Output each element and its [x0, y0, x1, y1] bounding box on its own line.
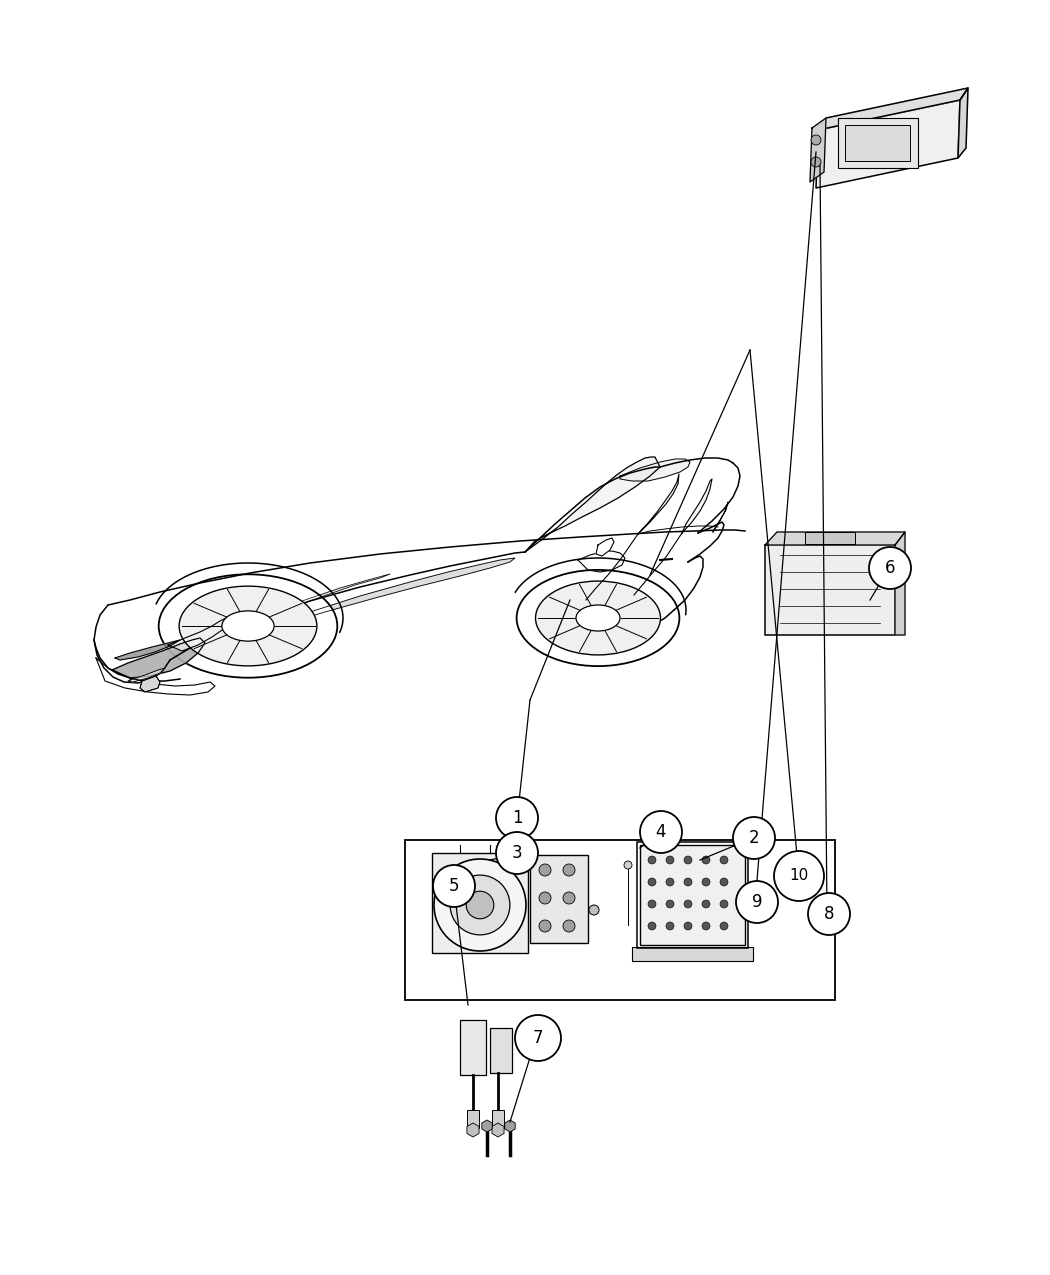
Polygon shape	[810, 119, 826, 182]
Circle shape	[774, 850, 824, 901]
Bar	[530, 856, 588, 944]
Circle shape	[684, 922, 692, 929]
Ellipse shape	[222, 611, 274, 641]
Text: 5: 5	[448, 877, 459, 895]
Ellipse shape	[434, 859, 526, 951]
Polygon shape	[525, 456, 660, 552]
Circle shape	[702, 856, 710, 864]
Circle shape	[539, 864, 551, 876]
Text: 4: 4	[656, 822, 667, 842]
Circle shape	[624, 861, 632, 870]
Bar	[637, 842, 748, 949]
Polygon shape	[816, 99, 960, 187]
Circle shape	[539, 921, 551, 932]
Text: 6: 6	[885, 558, 896, 578]
Text: 3: 3	[511, 844, 522, 862]
Polygon shape	[713, 502, 728, 532]
Circle shape	[702, 922, 710, 929]
Circle shape	[811, 135, 821, 145]
Circle shape	[869, 547, 911, 589]
Circle shape	[702, 878, 710, 886]
Polygon shape	[596, 538, 614, 556]
Bar	[640, 845, 746, 945]
Polygon shape	[620, 459, 690, 481]
Circle shape	[702, 900, 710, 908]
Circle shape	[496, 833, 538, 873]
Circle shape	[684, 900, 692, 908]
Bar	[805, 532, 855, 544]
Circle shape	[539, 892, 551, 904]
Circle shape	[733, 817, 775, 859]
Bar	[405, 840, 835, 1000]
Circle shape	[666, 856, 674, 864]
Circle shape	[684, 856, 692, 864]
Ellipse shape	[517, 570, 679, 666]
Ellipse shape	[180, 586, 317, 666]
Polygon shape	[220, 558, 514, 648]
Bar	[460, 1020, 486, 1075]
Bar	[490, 1028, 512, 1074]
Polygon shape	[958, 88, 968, 158]
Polygon shape	[140, 676, 160, 692]
Polygon shape	[638, 474, 679, 534]
Ellipse shape	[536, 581, 660, 655]
Circle shape	[648, 922, 656, 929]
Bar	[632, 947, 753, 961]
Circle shape	[720, 922, 728, 929]
Bar	[432, 853, 528, 952]
Circle shape	[563, 921, 575, 932]
Circle shape	[808, 892, 850, 935]
Text: 2: 2	[749, 829, 759, 847]
Bar	[492, 1111, 504, 1128]
Circle shape	[648, 856, 656, 864]
Ellipse shape	[576, 606, 620, 631]
Circle shape	[496, 797, 538, 839]
Bar	[838, 119, 918, 168]
Circle shape	[720, 900, 728, 908]
Circle shape	[811, 157, 821, 167]
Circle shape	[648, 900, 656, 908]
Circle shape	[563, 892, 575, 904]
Bar	[765, 544, 895, 635]
Bar	[845, 125, 910, 161]
Polygon shape	[128, 668, 165, 682]
Circle shape	[648, 878, 656, 886]
Circle shape	[666, 922, 674, 929]
Ellipse shape	[466, 891, 493, 919]
Circle shape	[589, 905, 598, 915]
Polygon shape	[112, 638, 205, 678]
Ellipse shape	[450, 875, 510, 935]
Circle shape	[666, 900, 674, 908]
Polygon shape	[168, 617, 232, 652]
Text: 8: 8	[824, 905, 835, 923]
Polygon shape	[682, 479, 712, 533]
Text: 9: 9	[752, 892, 762, 912]
Circle shape	[514, 1015, 561, 1061]
Circle shape	[736, 881, 778, 923]
Circle shape	[684, 878, 692, 886]
Polygon shape	[172, 574, 390, 659]
Circle shape	[666, 878, 674, 886]
Text: 7: 7	[532, 1029, 543, 1047]
Circle shape	[563, 864, 575, 876]
Polygon shape	[818, 88, 968, 130]
Circle shape	[720, 856, 728, 864]
Circle shape	[433, 864, 475, 907]
Circle shape	[640, 811, 682, 853]
Bar	[467, 1111, 479, 1128]
Text: 1: 1	[511, 810, 522, 827]
Polygon shape	[116, 640, 180, 660]
Polygon shape	[765, 532, 905, 544]
Polygon shape	[895, 532, 905, 635]
Circle shape	[720, 878, 728, 886]
Ellipse shape	[159, 574, 337, 678]
Text: 10: 10	[790, 868, 808, 884]
